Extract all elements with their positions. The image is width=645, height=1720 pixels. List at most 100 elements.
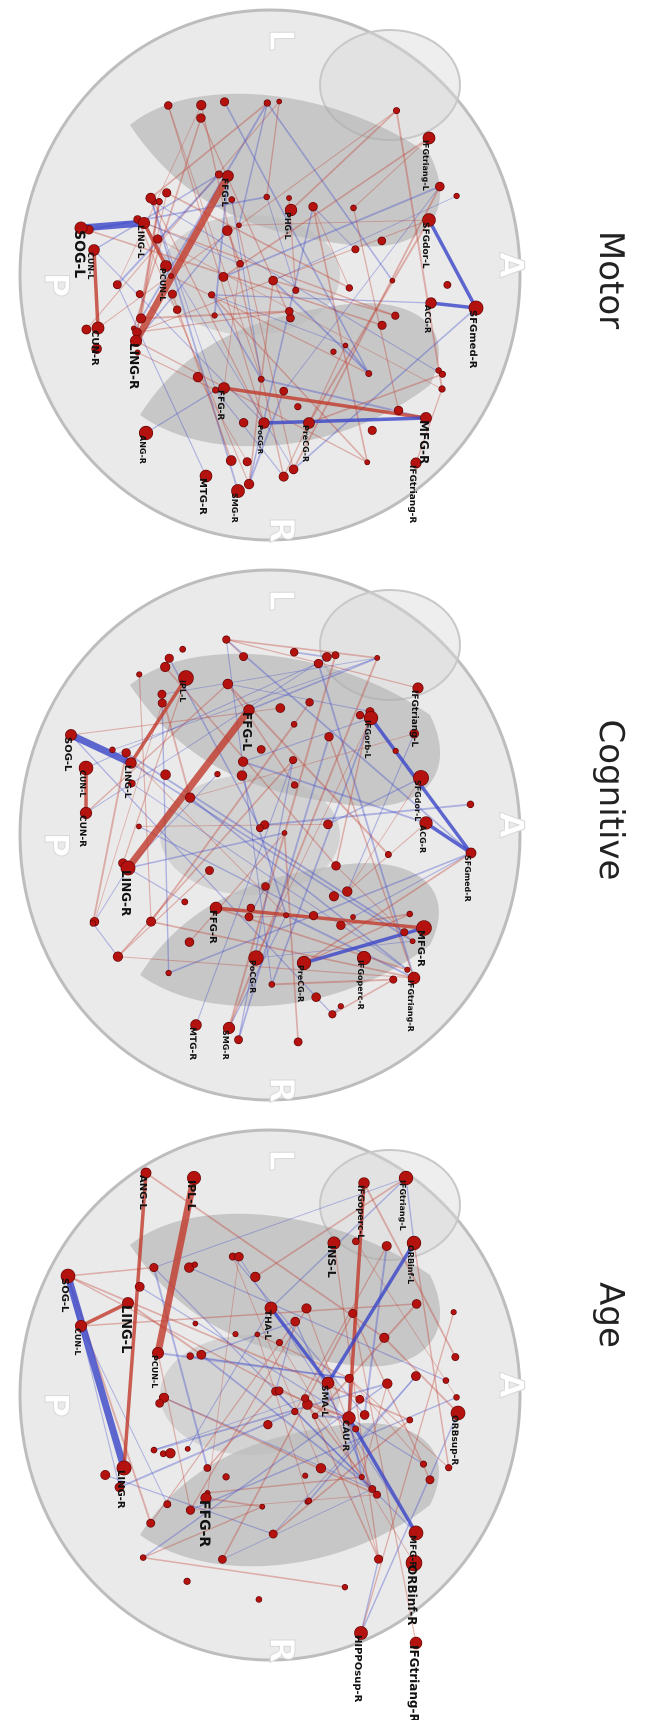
edge: [303, 852, 472, 964]
panel-age: L R A P SOG-L CUN-L LING-L LING-R PCUN-L ANG-L IPL…: [18, 1128, 631, 1720]
edge: [272, 1419, 411, 1535]
node: [219, 97, 230, 107]
node: [445, 1464, 453, 1472]
node: [411, 1371, 421, 1382]
strong-edge: [429, 301, 478, 310]
roi-label: ORBinf-L: [406, 1245, 415, 1284]
edge: [136, 192, 168, 333]
edge: [348, 1377, 450, 1469]
edge: [200, 1353, 373, 1490]
node: [135, 290, 144, 299]
edge: [136, 310, 290, 333]
edge: [255, 940, 413, 959]
edge: [153, 1382, 388, 1451]
edge: [105, 1474, 274, 1535]
edge: [117, 870, 210, 958]
node: [134, 1281, 145, 1292]
roi-node: [222, 1021, 236, 1035]
node: [255, 1596, 263, 1603]
node: [150, 1446, 158, 1454]
roi-node: [88, 244, 100, 256]
roi-node: [125, 757, 137, 769]
node: [290, 781, 299, 789]
node: [254, 1331, 261, 1338]
node: [218, 271, 229, 282]
node: [275, 1339, 283, 1347]
edge: [271, 978, 394, 986]
edge: [167, 105, 265, 424]
node: [341, 1583, 349, 1591]
node: [163, 1500, 172, 1509]
edge: [256, 1334, 310, 1501]
edge: [340, 913, 410, 927]
node: [214, 770, 221, 778]
roi-node: [406, 1235, 422, 1251]
orientation-label-anterior: A: [491, 812, 531, 839]
roi-label: FFG-L: [240, 712, 254, 751]
orientation-label-right: R: [261, 1077, 301, 1103]
edge: [348, 1417, 363, 1478]
node: [294, 403, 302, 411]
edge: [363, 1182, 457, 1358]
edge: [272, 279, 370, 375]
edge: [228, 657, 379, 1029]
roi-node: [422, 131, 436, 145]
roi-node: [199, 469, 213, 483]
edge: [352, 1313, 431, 1481]
edge: [117, 956, 415, 979]
edge: [232, 1256, 322, 1469]
node: [162, 188, 172, 198]
edge: [168, 852, 472, 974]
roi-node: [398, 1170, 414, 1186]
roi-label: SMA-L: [319, 1385, 329, 1417]
node: [256, 745, 266, 754]
node: [381, 1241, 392, 1251]
edge: [228, 654, 337, 1029]
strong-edge: [262, 416, 428, 425]
roi-node: [412, 682, 424, 694]
edge: [167, 105, 262, 380]
edge: [223, 101, 370, 374]
node: [261, 882, 270, 891]
edge: [157, 238, 443, 390]
roi-label: PreCG-R: [296, 965, 305, 1002]
roi-node: [363, 710, 379, 726]
node: [134, 349, 141, 356]
deep-structure: [130, 653, 441, 807]
edge: [127, 867, 186, 903]
roi-label: THA-L: [262, 1310, 272, 1340]
node: [313, 658, 324, 669]
node: [311, 992, 321, 1002]
node: [239, 652, 248, 662]
strong-edge: [79, 1301, 130, 1328]
roi-node: [358, 1177, 370, 1189]
node: [337, 1003, 344, 1010]
node: [285, 307, 294, 316]
node: [257, 375, 265, 383]
node: [382, 1378, 393, 1389]
roi-node: [120, 860, 136, 876]
edge: [254, 1177, 407, 1278]
edge: [238, 102, 269, 226]
edge: [266, 101, 280, 198]
node: [259, 1503, 266, 1510]
edge: [163, 1397, 373, 1490]
roi-node: [419, 816, 433, 830]
strong-edge: [67, 731, 135, 767]
edge: [363, 1245, 388, 1416]
roi-label: ACG-R: [418, 825, 427, 853]
roi-node: [327, 1236, 341, 1250]
roi-node: [152, 1347, 164, 1359]
edge: [241, 775, 287, 916]
edge: [227, 683, 371, 712]
node: [291, 1407, 299, 1416]
node: [250, 1271, 261, 1283]
orientation-label-left: L: [261, 589, 301, 611]
panel-cognitive: L R A P SOG-L CUN-L CUN-R LING-L LING-R IPL-L FFG-…: [18, 568, 631, 1104]
node: [185, 1505, 196, 1515]
edge: [116, 173, 220, 286]
edge: [161, 694, 170, 974]
roi-label: IFGtriang-R: [407, 465, 417, 523]
edge: [266, 196, 297, 291]
